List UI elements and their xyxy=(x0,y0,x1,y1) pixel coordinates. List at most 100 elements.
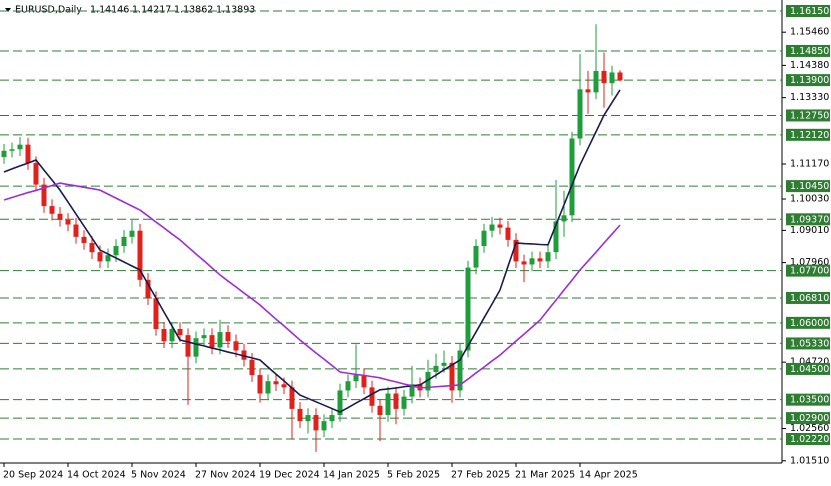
x-tick-label: 14 Oct 2024 xyxy=(67,470,126,481)
candle-body xyxy=(409,384,415,397)
level-label: 1.06810 xyxy=(790,293,829,304)
candle-body xyxy=(193,338,199,357)
candle-body xyxy=(273,381,279,385)
candle-body xyxy=(225,332,231,342)
y-tick-label: 1.09010 xyxy=(790,225,829,236)
ohlc-value: 1.13862 xyxy=(174,5,213,16)
level-label-box xyxy=(786,337,830,350)
candle-body xyxy=(265,381,271,394)
candle-body xyxy=(521,261,527,265)
level-label-box xyxy=(786,362,830,375)
candle-body xyxy=(385,393,391,416)
level-label-box xyxy=(786,316,830,329)
candle-body xyxy=(305,415,311,422)
candle-body xyxy=(601,70,607,84)
level-label-box xyxy=(786,432,830,445)
y-tick-label: 1.10030 xyxy=(790,194,829,205)
candle-body xyxy=(553,221,559,253)
candle-body xyxy=(121,236,127,247)
level-label-box xyxy=(786,291,830,304)
candle-body xyxy=(297,408,303,422)
candle-body xyxy=(569,138,575,216)
level-label-box xyxy=(786,4,830,17)
level-label-box xyxy=(786,412,830,425)
candle-body xyxy=(585,89,591,93)
candle-body xyxy=(465,267,471,351)
level-label: 1.12750 xyxy=(790,110,829,121)
level-label: 1.02900 xyxy=(790,413,829,424)
candle-body xyxy=(113,246,119,256)
y-tick-label: 1.14380 xyxy=(790,60,829,71)
y-tick-label: 1.02560 xyxy=(790,423,829,434)
candle-body xyxy=(481,230,487,247)
candle-body xyxy=(33,163,39,185)
candle-body xyxy=(545,252,551,262)
level-label: 1.06000 xyxy=(790,318,829,329)
candle-body xyxy=(497,224,503,228)
candle-body xyxy=(425,372,431,391)
level-label: 1.12120 xyxy=(790,130,829,141)
candle-body xyxy=(449,362,455,391)
level-label: 1.09370 xyxy=(790,214,829,225)
candle-body xyxy=(233,341,239,351)
candle-body xyxy=(361,375,367,388)
candle-body xyxy=(73,224,79,237)
y-tick-label: 1.15460 xyxy=(790,27,829,38)
candle-body xyxy=(177,328,183,336)
level-label: 1.13900 xyxy=(790,75,829,86)
level-label-box xyxy=(786,109,830,122)
level-label-box xyxy=(786,264,830,277)
candle-body xyxy=(537,258,543,262)
y-tick-label: 1.04720 xyxy=(790,357,829,368)
candle-body xyxy=(17,144,23,150)
candle-body xyxy=(241,350,247,360)
x-tick-label: 5 Nov 2024 xyxy=(131,470,186,481)
candle-body xyxy=(313,415,319,431)
candle-body xyxy=(137,230,143,280)
candle-body xyxy=(89,242,95,253)
x-tick-label: 21 Mar 2025 xyxy=(515,470,575,481)
level-label-box xyxy=(786,74,830,87)
level-label: 1.04500 xyxy=(790,364,829,375)
ohlc-value: 1.14217 xyxy=(132,5,171,16)
y-tick-label: 1.11170 xyxy=(790,159,829,170)
ohlc-value: 1.14146 xyxy=(90,5,129,16)
candle-body xyxy=(185,335,191,357)
candle-body xyxy=(97,252,103,262)
x-tick-label: 27 Nov 2024 xyxy=(195,470,256,481)
candle-body xyxy=(9,149,15,151)
y-tick-label: 1.13330 xyxy=(790,92,829,103)
ohlc-value: 1.13893 xyxy=(216,5,255,16)
candle-body xyxy=(57,213,63,220)
candle-body xyxy=(145,279,151,299)
candle-body xyxy=(281,384,287,388)
level-label: 1.14850 xyxy=(790,46,829,57)
candle-body xyxy=(353,375,359,382)
candle-body xyxy=(217,332,223,348)
candle-body xyxy=(1,150,7,157)
level-label-box xyxy=(786,128,830,141)
candle-body xyxy=(201,335,207,339)
candle-body xyxy=(129,230,135,237)
x-tick-label: 19 Dec 2024 xyxy=(259,470,320,481)
level-label-box xyxy=(786,213,830,226)
candle-body xyxy=(257,375,263,394)
level-label: 1.07700 xyxy=(790,266,829,277)
candle-body xyxy=(153,298,159,329)
candle-body xyxy=(529,258,535,265)
level-label-box xyxy=(786,393,830,406)
candle-body xyxy=(593,70,599,93)
y-tick-label: 1.01510 xyxy=(790,455,829,466)
candle-body xyxy=(489,224,495,231)
level-label: 1.05330 xyxy=(790,338,829,349)
y-tick-label: 1.07960 xyxy=(790,257,829,268)
x-tick-label: 27 Feb 2025 xyxy=(451,470,510,481)
candle-body xyxy=(393,393,399,409)
candle-body xyxy=(617,72,623,81)
candle-body xyxy=(401,396,407,409)
candle-body xyxy=(105,255,111,262)
candle-body xyxy=(49,206,55,214)
candle-body xyxy=(513,239,519,262)
